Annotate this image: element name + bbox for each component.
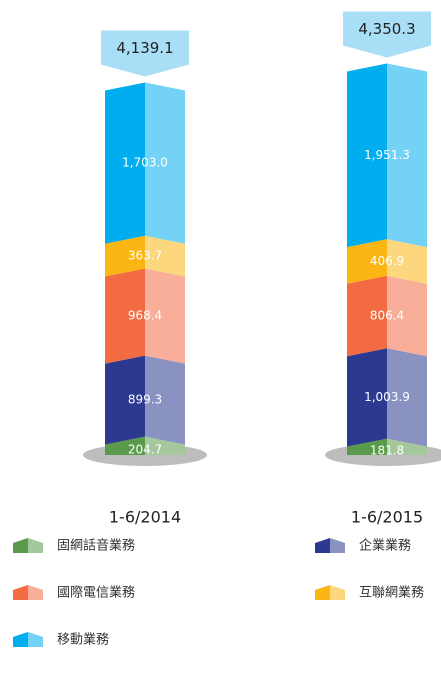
- value-label: 968.4: [128, 309, 162, 323]
- legend-icon: [315, 538, 345, 553]
- segment-right: [145, 355, 185, 445]
- segment-right: [145, 235, 185, 277]
- bar-segment: [105, 355, 185, 445]
- legend-icon-left: [13, 585, 28, 600]
- segment-left: [347, 63, 387, 248]
- bar-segment: [347, 348, 427, 447]
- bar-segment: [347, 275, 427, 357]
- segment-right: [145, 268, 185, 364]
- bar-segment: [347, 63, 427, 248]
- value-label: 181.8: [370, 443, 404, 457]
- value-label: 806.4: [370, 308, 404, 322]
- legend-icon-left: [315, 585, 330, 600]
- legend-icon: [13, 538, 43, 553]
- legend-icon-left: [315, 538, 330, 553]
- segment-left: [105, 235, 145, 277]
- total-label: 4,350.3: [358, 20, 415, 38]
- legend-icon-left: [13, 538, 28, 553]
- value-label: 363.7: [128, 249, 162, 263]
- bar-segment: [105, 268, 185, 364]
- bar-segment: [105, 436, 185, 455]
- legend-icon: [13, 585, 43, 600]
- value-label: 1,951.3: [364, 148, 410, 162]
- segment-left: [347, 438, 387, 455]
- value-label: 1,003.9: [364, 390, 410, 404]
- legend-icon: [13, 632, 43, 647]
- legend-icon-right: [28, 632, 43, 647]
- segment-left: [347, 239, 387, 284]
- segment-right: [387, 275, 427, 357]
- segment-right: [145, 436, 185, 455]
- segment-right: [145, 82, 185, 244]
- legend-icon: [315, 585, 345, 600]
- legend-icon-left: [13, 632, 28, 647]
- bar-segment: [105, 235, 185, 277]
- legend-icon-right: [28, 538, 43, 553]
- segment-right: [387, 239, 427, 284]
- bar-segment: [347, 438, 427, 455]
- legend-icon-right: [28, 585, 43, 600]
- segment-left: [105, 268, 145, 364]
- value-label: 204.7: [128, 442, 162, 456]
- total-callout: [343, 11, 431, 58]
- segment-right: [387, 63, 427, 248]
- legend-label: 企業業務: [359, 538, 411, 554]
- legend-label: 移動業務: [57, 632, 109, 648]
- legend-label: 國際電信業務: [57, 585, 135, 601]
- segment-left: [347, 348, 387, 447]
- total-callout: [101, 30, 189, 77]
- legend-icon-right: [330, 585, 345, 600]
- value-label: 1,703.0: [122, 156, 168, 170]
- segment-left: [347, 275, 387, 357]
- total-label: 4,139.1: [116, 39, 173, 57]
- segment-left: [105, 436, 145, 455]
- legend-icon-right: [330, 538, 345, 553]
- value-label: 899.3: [128, 393, 162, 407]
- segment-right: [387, 348, 427, 447]
- category-label: 1-6/2015: [351, 508, 423, 527]
- segment-left: [105, 355, 145, 445]
- legend-label: 互聯網業務: [359, 585, 424, 601]
- category-label: 1-6/2014: [109, 508, 181, 527]
- bar-segment: [105, 82, 185, 244]
- value-label: 406.9: [370, 254, 404, 268]
- bar-segment: [347, 239, 427, 284]
- legend-label: 固網話音業務: [57, 538, 135, 554]
- segment-left: [105, 82, 145, 244]
- segment-right: [387, 438, 427, 455]
